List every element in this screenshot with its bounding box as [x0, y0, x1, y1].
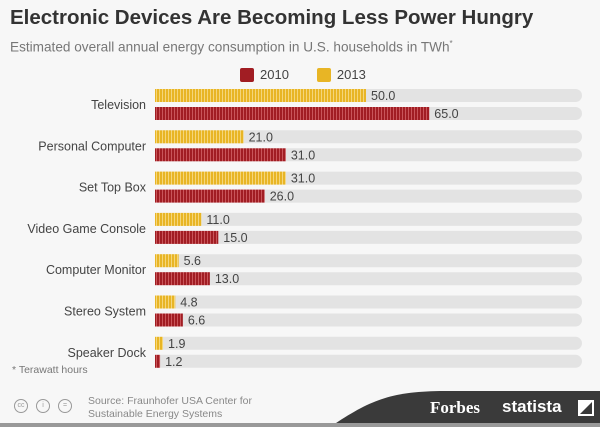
bar-track	[155, 354, 582, 368]
bar-track	[155, 295, 582, 309]
bar-track	[155, 212, 582, 226]
bar-track	[155, 272, 582, 286]
bar-2010	[155, 313, 183, 327]
bar-2013	[155, 130, 244, 144]
bar-2010	[155, 189, 265, 203]
data-label: 4.8	[180, 296, 197, 310]
bar-2013	[155, 171, 286, 185]
data-label: 65.0	[434, 107, 458, 121]
data-label: 50.0	[371, 89, 395, 103]
bar-2013	[155, 254, 179, 268]
forbes-logo: Forbes	[430, 398, 481, 417]
bar-track	[155, 130, 582, 144]
data-label: 5.6	[184, 254, 201, 268]
bar-2010	[155, 354, 161, 368]
data-label: 15.0	[223, 231, 247, 245]
bar-track	[155, 313, 582, 327]
bar-track	[155, 336, 582, 350]
data-label: 26.0	[270, 190, 294, 204]
data-label: 1.9	[168, 337, 185, 351]
data-label: 21.0	[249, 130, 273, 144]
bar-2010	[155, 230, 219, 244]
category-label: Television	[91, 98, 146, 112]
bar-2013	[155, 89, 366, 102]
legend-item-2013: 2013	[316, 67, 366, 82]
category-label: Speaker Dock	[67, 346, 146, 360]
data-label: 1.2	[165, 355, 182, 369]
category-label: Personal Computer	[38, 139, 146, 153]
statista-logo-icon	[578, 400, 594, 416]
category-label: Set Top Box	[79, 181, 147, 195]
bar-2010	[155, 107, 430, 120]
footnote: * Terawatt hours	[12, 364, 88, 376]
bar-2010	[155, 272, 210, 286]
data-label: 31.0	[291, 172, 315, 186]
data-label: 13.0	[215, 272, 239, 286]
bar-track	[155, 230, 582, 244]
bar-2013	[155, 295, 176, 309]
category-label: Video Game Console	[27, 222, 146, 236]
category-label: Computer Monitor	[46, 263, 146, 277]
legend: 2010 2013	[240, 67, 366, 82]
cc-icon: cc	[14, 399, 28, 413]
data-label: 6.6	[188, 314, 205, 328]
statista-logo: statista	[502, 397, 562, 416]
bar-2010	[155, 148, 286, 162]
bar-2013	[155, 212, 202, 226]
attribution-icon: i	[36, 399, 50, 413]
no-derivatives-icon: =	[58, 399, 72, 413]
data-label: 31.0	[291, 148, 315, 162]
source-text: Source: Fraunhofer USA Center for Sustai…	[88, 395, 252, 420]
chart-subtitle: Estimated overall annual energy consumpt…	[10, 39, 453, 55]
chart-title: Electronic Devices Are Becoming Less Pow…	[10, 6, 534, 29]
bar-2013	[155, 336, 164, 350]
data-label: 11.0	[206, 213, 229, 227]
category-label: Stereo System	[64, 305, 146, 319]
legend-item-2010: 2010	[240, 67, 289, 82]
bar-track	[155, 254, 582, 268]
